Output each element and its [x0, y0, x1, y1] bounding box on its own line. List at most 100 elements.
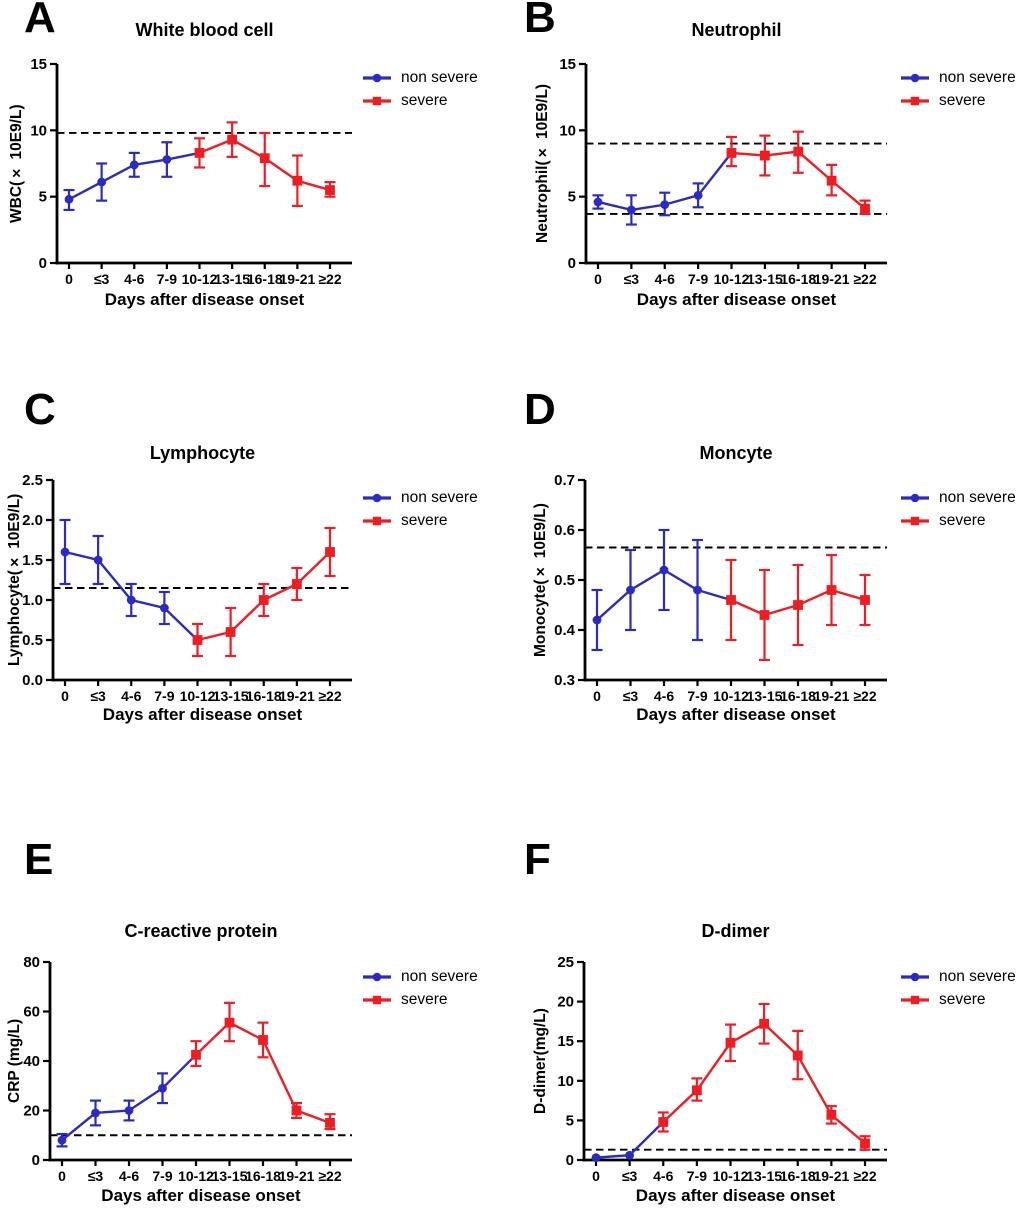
legend-item-non-severe: non severe	[900, 486, 1016, 509]
panel-letter: E	[24, 835, 54, 884]
x-tick-label: 7-9	[154, 688, 174, 704]
x-tick-label: 10-12	[182, 271, 218, 287]
data-point	[726, 147, 737, 158]
y-tick-label: 25	[557, 954, 574, 971]
panel-E: 0 20 40 60 80 0 ≤3 4-6 7-9 10-12 13-15 16-18 19-21 ≥2…	[0, 835, 510, 1212]
x-axis-label: Days after disease onset	[635, 1186, 836, 1205]
axes	[51, 480, 352, 682]
panel-letter: A	[24, 0, 56, 42]
legend-marker-non-severe-icon	[901, 972, 929, 981]
y-tick-label: 0.5	[22, 632, 43, 649]
x-tick-label: ≥22	[318, 271, 341, 287]
data-point	[124, 1106, 134, 1115]
ticks	[578, 478, 867, 686]
ticks	[579, 62, 867, 269]
x-axis-label: Days after disease onset	[102, 705, 303, 724]
y-tick-label: 5	[566, 1112, 574, 1129]
legend: non severe severe	[900, 66, 1016, 112]
x-tick-label: ≤3	[623, 688, 639, 704]
x-axis-label: Days after disease onset	[636, 705, 836, 724]
x-tick-label: ≤3	[624, 271, 640, 287]
data-point	[129, 160, 139, 170]
y-tick-label: 0.7	[554, 472, 575, 489]
ticks	[577, 960, 867, 1166]
legend-item-non-severe: non severe	[362, 66, 478, 89]
data-point	[725, 1037, 736, 1048]
data-point	[258, 595, 269, 605]
data-point	[793, 600, 803, 610]
data-point	[626, 205, 636, 215]
legend-marker-severe-icon	[363, 995, 391, 1004]
series-non-severe	[591, 528, 732, 652]
legend-marker-severe-icon	[901, 96, 929, 105]
legend-item-severe: severe	[900, 509, 1016, 532]
ticks	[46, 478, 332, 686]
x-tick-label: 7-9	[688, 271, 708, 287]
data-point	[57, 1135, 67, 1145]
data-point	[792, 1050, 803, 1061]
series-non-severe	[63, 141, 200, 212]
x-tick-label: 19-21	[814, 688, 850, 704]
ticks	[43, 960, 332, 1166]
data-point	[592, 615, 602, 625]
data-point	[626, 585, 635, 595]
y-tick-label: 0.6	[554, 522, 575, 539]
error-bars	[190, 1001, 336, 1131]
chart-title: C-reactive protein	[124, 921, 278, 941]
series-severe	[657, 1002, 871, 1151]
data-point	[259, 153, 270, 164]
x-tick-label: 13-15	[214, 271, 250, 287]
x-tick-label: 19-21	[814, 271, 850, 287]
legend-item-non-severe: non severe	[362, 965, 478, 988]
data-point	[860, 203, 870, 214]
data-point	[162, 155, 172, 164]
legend-marker-severe-icon	[363, 96, 391, 105]
y-tick-label: 0.3	[554, 672, 575, 689]
chart-title: White blood cell	[135, 20, 274, 40]
x-tick-label: ≥22	[318, 688, 341, 704]
x-tick-label: ≥22	[853, 688, 876, 704]
x-tick-label: 13-15	[747, 271, 783, 287]
axes	[55, 64, 352, 265]
x-tick-label: 16-18	[780, 688, 816, 704]
y-tick-label: 40	[23, 1053, 40, 1070]
x-tick-label: 4-6	[124, 271, 144, 287]
x-tick-label: 0	[61, 688, 69, 704]
legend-label-non-severe: non severe	[939, 68, 1016, 86]
legend-label-non-severe: non severe	[939, 967, 1016, 985]
x-tick-label: 7-9	[687, 688, 707, 704]
data-point	[291, 1105, 302, 1116]
legend-marker-severe-icon	[901, 995, 929, 1004]
x-tick-label: 13-15	[747, 688, 783, 704]
data-point	[693, 190, 703, 200]
error-bars	[63, 141, 173, 212]
legend-item-severe: severe	[362, 89, 478, 112]
legend-label-severe: severe	[939, 91, 986, 109]
y-tick-label: 0	[39, 255, 47, 272]
x-tick-label: 16-18	[247, 271, 283, 287]
data-point	[325, 1117, 335, 1128]
data-point	[625, 1150, 635, 1160]
legend-marker-non-severe-icon	[363, 493, 391, 502]
x-tick-label: 4-6	[654, 688, 674, 704]
legend-label-severe: severe	[401, 511, 448, 529]
x-tick-label: ≤3	[622, 1168, 638, 1184]
x-tick-label: 16-18	[246, 688, 282, 704]
axes	[584, 64, 887, 265]
panel-D: 0.3 0.4 0.5 0.6 0.7 0 ≤3 4-6 7-9 10-12 13-15 16-18 1…	[510, 388, 1020, 740]
legend-marker-severe-icon	[901, 516, 929, 525]
x-tick-label: ≤3	[94, 271, 110, 287]
data-point	[192, 635, 203, 645]
data-point	[659, 565, 669, 575]
legend-item-severe: severe	[362, 988, 478, 1011]
y-tick-label: 80	[23, 954, 40, 971]
x-tick-label: 13-15	[746, 1168, 782, 1184]
legend: non severe severe	[362, 66, 478, 112]
y-axis-label: WBC(× 10E9/L)	[8, 104, 25, 223]
legend-marker-non-severe-icon	[901, 493, 929, 502]
data-point	[593, 197, 603, 207]
x-tick-label: 16-18	[245, 1168, 281, 1184]
